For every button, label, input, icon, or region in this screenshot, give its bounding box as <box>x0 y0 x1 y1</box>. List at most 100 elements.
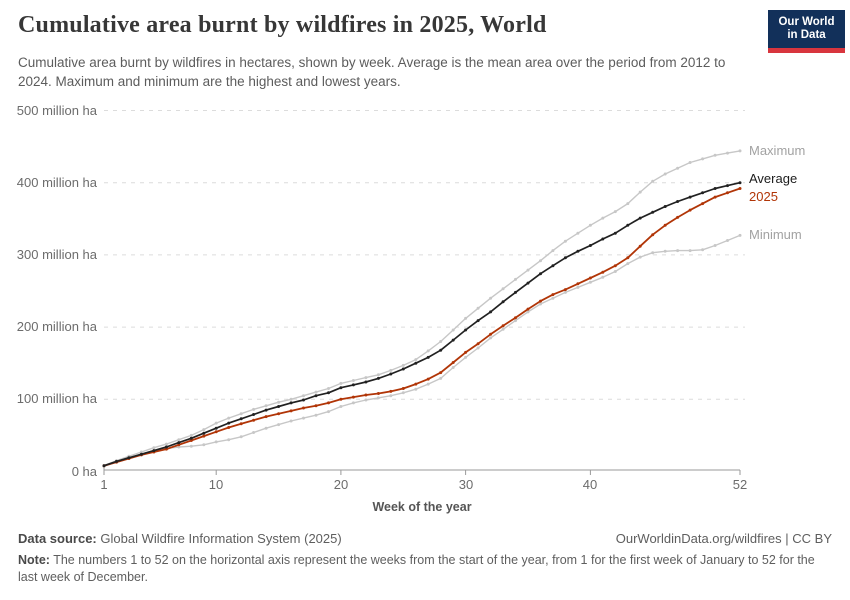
series-marker <box>738 149 742 153</box>
series-marker <box>289 397 293 401</box>
series-label-average: Average <box>749 171 798 186</box>
series-marker <box>401 363 405 367</box>
y-tick-label: 400 million ha <box>16 175 97 190</box>
series-marker <box>688 195 692 199</box>
series-marker <box>139 452 143 456</box>
series-marker <box>351 383 355 387</box>
owid-logo[interactable]: Our World in Data <box>768 10 845 53</box>
series-marker <box>663 249 667 253</box>
series-marker <box>663 205 667 208</box>
series-marker <box>588 244 592 247</box>
x-tick-label: 10 <box>208 477 224 492</box>
series-label-minimum: Minimum <box>749 227 802 242</box>
series-marker <box>588 276 592 280</box>
footer-link[interactable]: OurWorldinData.org/wildfires | CC BY <box>615 531 832 546</box>
series-label-maximum: Maximum <box>749 143 806 158</box>
series-marker <box>676 166 680 170</box>
series-marker <box>152 449 156 453</box>
series-marker <box>202 443 206 447</box>
series-marker <box>164 445 168 449</box>
series-marker <box>701 191 705 195</box>
series-marker <box>526 307 530 311</box>
series-marker <box>476 306 480 310</box>
series-marker <box>451 366 455 369</box>
series-marker <box>389 389 393 393</box>
series-marker <box>688 208 692 212</box>
footer-note-text: The numbers 1 to 52 on the horizontal ax… <box>18 553 815 584</box>
series-marker <box>726 184 729 188</box>
series-line <box>103 150 741 467</box>
series-marker <box>439 340 443 343</box>
data-source-label: Data source: <box>18 531 97 546</box>
series-marker <box>701 248 705 252</box>
series-marker <box>177 445 181 449</box>
y-tick-label: 300 million ha <box>16 247 97 262</box>
series-marker <box>227 421 231 425</box>
series-marker <box>401 391 405 395</box>
series-marker <box>613 270 617 273</box>
x-tick-label: 30 <box>458 477 474 492</box>
series-marker <box>252 431 256 434</box>
owid-logo-line2: in Data <box>787 29 826 41</box>
series-marker <box>214 421 218 425</box>
series-marker <box>514 277 517 281</box>
series-marker <box>401 387 405 390</box>
series-marker <box>701 202 705 206</box>
series-marker <box>576 282 580 286</box>
series-marker <box>227 416 231 420</box>
y-tick-label: 100 million ha <box>16 391 97 406</box>
series-line <box>103 234 741 468</box>
series-marker <box>451 328 455 332</box>
series-marker <box>713 244 717 247</box>
series-marker <box>651 233 655 237</box>
series-average <box>102 181 742 468</box>
series-marker <box>439 376 443 380</box>
series-marker <box>663 172 667 176</box>
series-marker <box>189 439 193 442</box>
series-marker <box>514 316 517 320</box>
series-marker <box>239 422 243 426</box>
series-marker <box>376 373 380 377</box>
series-marker <box>563 290 567 294</box>
series-marker <box>214 430 218 434</box>
series-marker <box>164 447 168 451</box>
series-marker <box>439 348 443 352</box>
series-marker <box>189 433 193 437</box>
series-marker <box>314 404 318 408</box>
series-marker <box>426 355 430 359</box>
x-tick-label: 52 <box>732 477 748 492</box>
series-marker <box>327 391 330 395</box>
series-marker <box>314 413 318 417</box>
series-marker <box>563 288 567 292</box>
series-marker <box>613 210 617 214</box>
series-marker <box>464 355 468 359</box>
series-marker <box>202 434 206 438</box>
series-marker <box>277 405 281 408</box>
series-marker <box>351 395 355 399</box>
series-marker <box>701 157 705 161</box>
series-marker <box>489 332 493 336</box>
series-marker <box>202 431 206 435</box>
owid-logo-line1: Our World <box>778 16 835 28</box>
series-marker <box>277 400 281 404</box>
series-marker <box>264 415 268 419</box>
series-marker <box>389 368 393 372</box>
x-tick-label: 40 <box>582 477 598 492</box>
series-marker <box>464 328 468 332</box>
series-marker <box>514 290 517 294</box>
series-marker <box>476 342 480 346</box>
x-tick-label: 1 <box>100 477 108 492</box>
chart-subtitle: Cumulative area burnt by wildfires in he… <box>18 55 726 89</box>
y-tick-label: 500 million ha <box>16 103 97 118</box>
series-marker <box>638 244 642 248</box>
series-marker <box>139 450 143 454</box>
series-marker <box>526 310 530 314</box>
series-marker <box>264 404 268 408</box>
footer-note-label: Note: <box>18 553 50 567</box>
series-marker <box>738 233 742 237</box>
footer: Data source: Global Wildfire Information… <box>18 531 832 546</box>
series-marker <box>663 223 667 227</box>
series-marker <box>651 179 655 183</box>
series-marker <box>401 367 405 371</box>
